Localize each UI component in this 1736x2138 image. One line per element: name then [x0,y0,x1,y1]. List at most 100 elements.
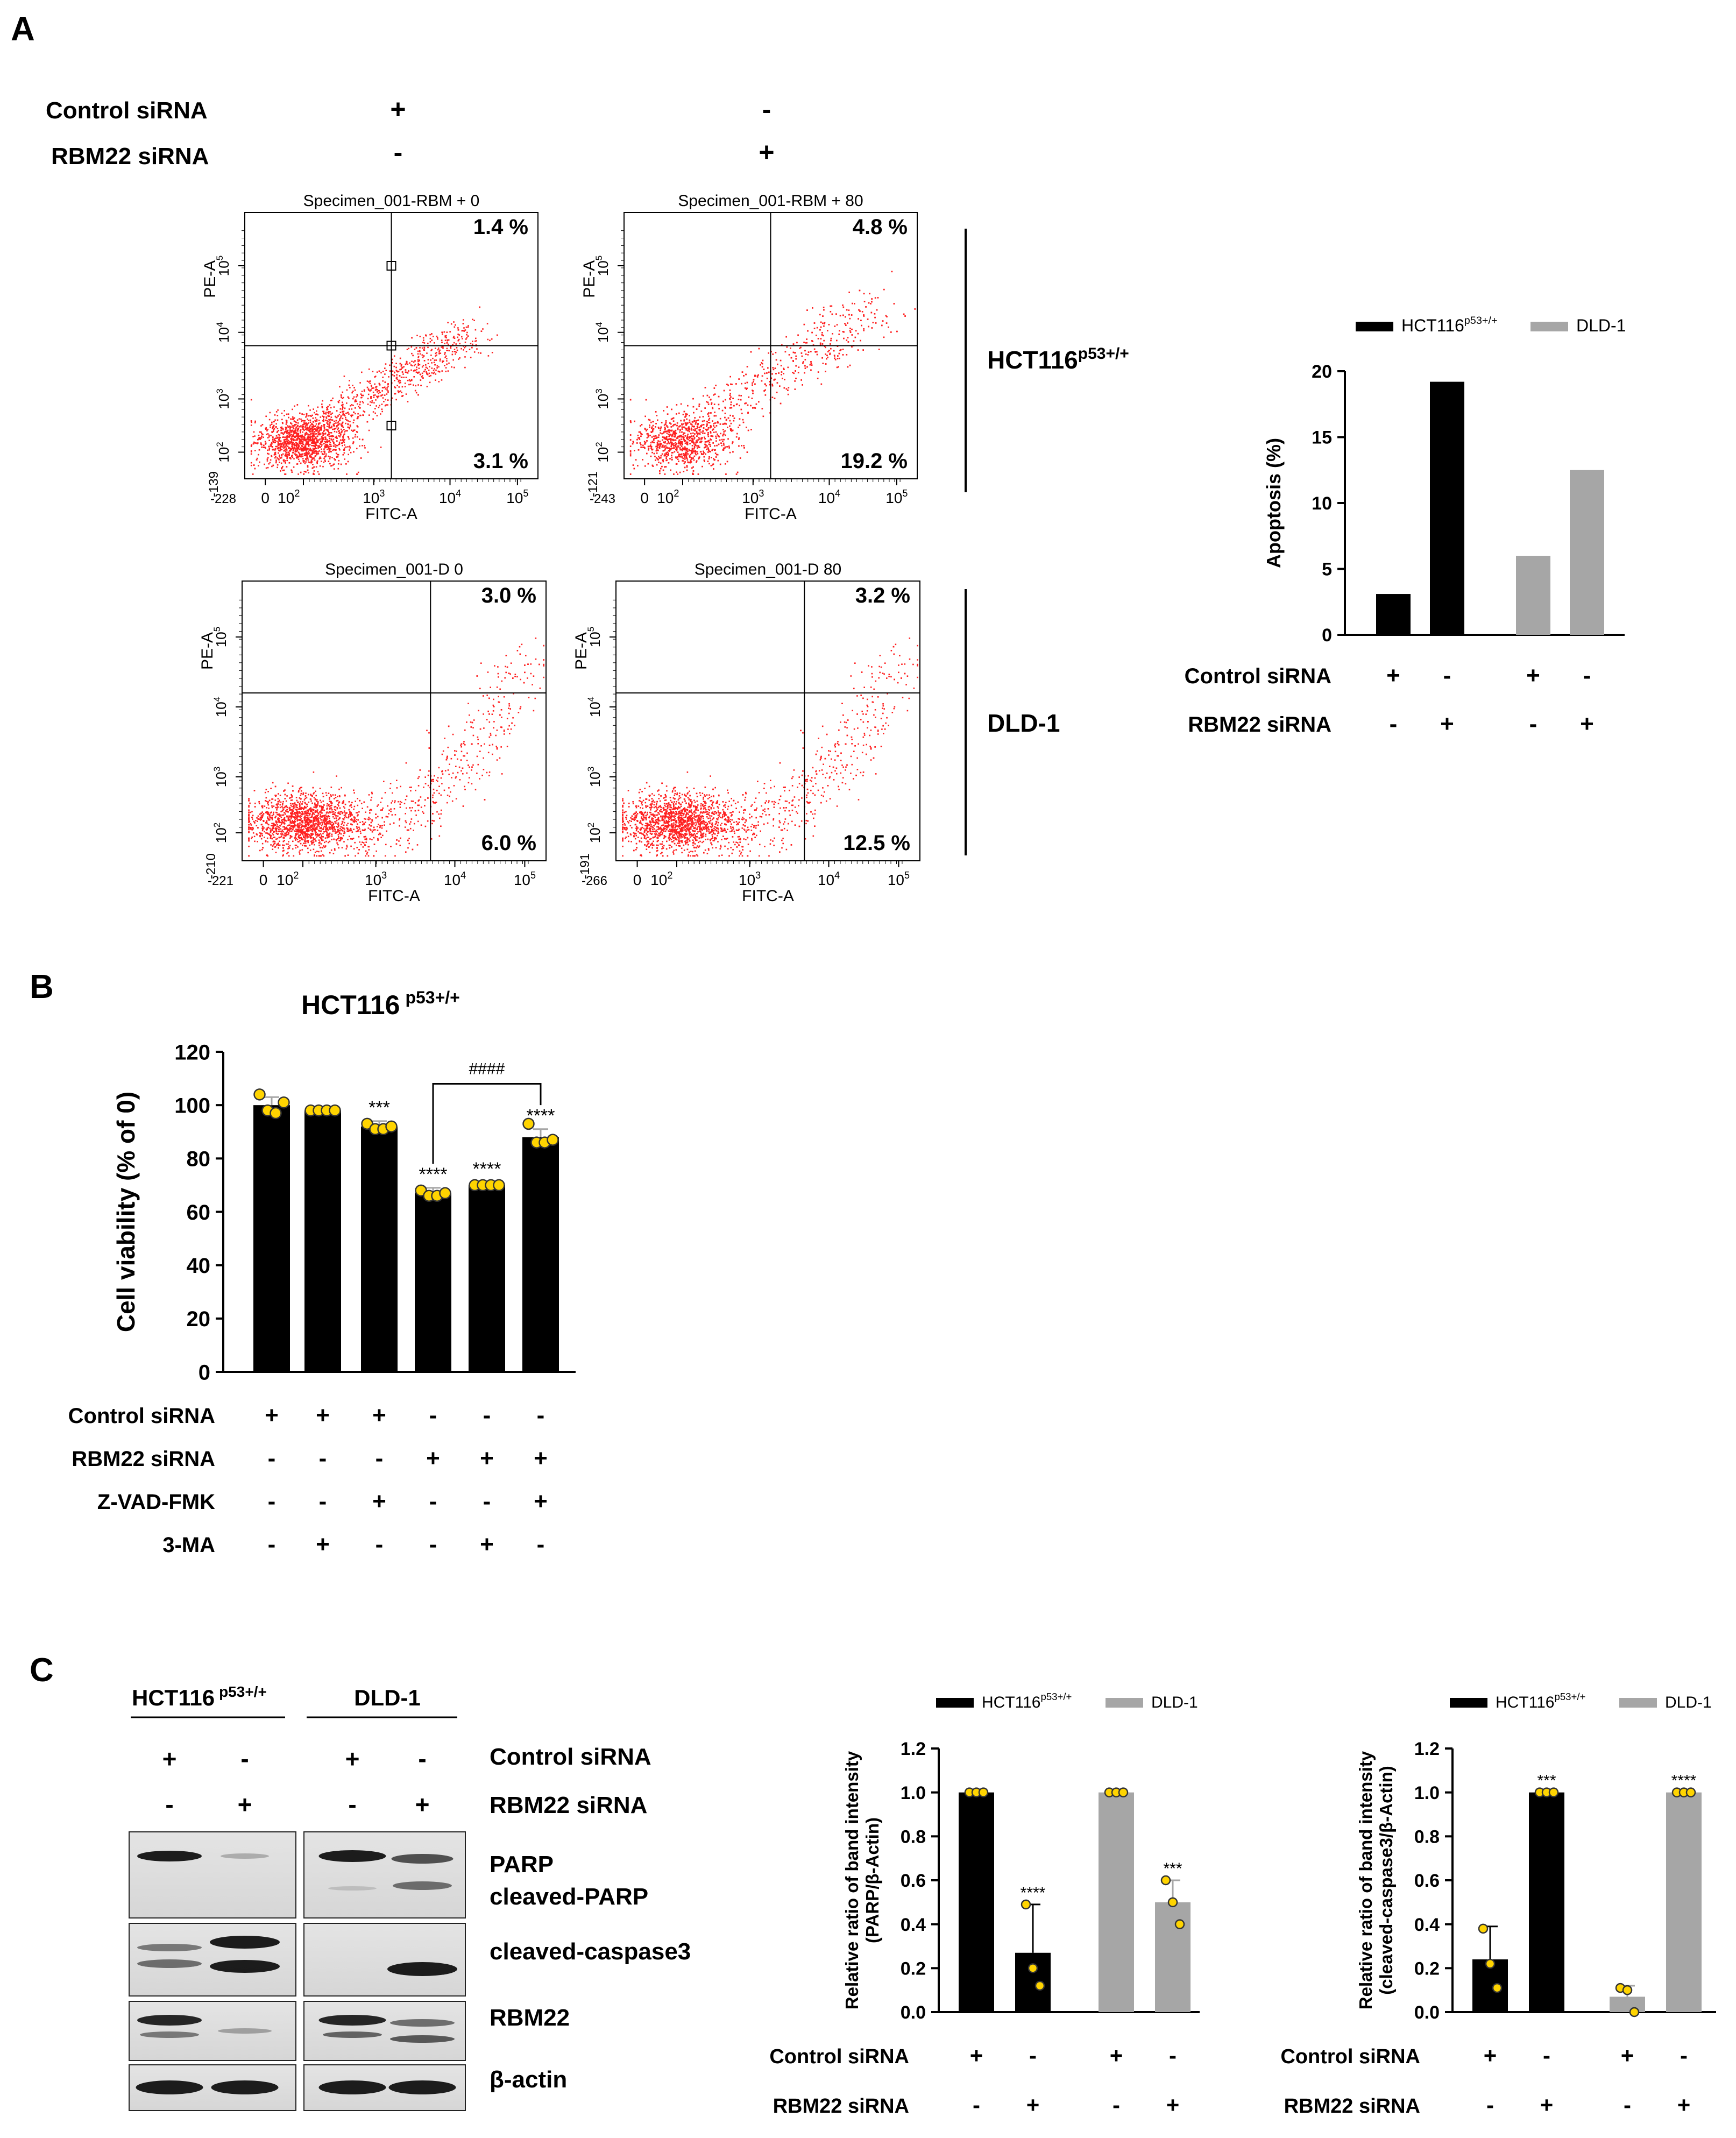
x-tick-label: 104 [818,870,840,888]
bar-2 [1015,1952,1051,2012]
flow-plot-frame [242,580,547,861]
significance-label: **** [1021,1884,1046,1902]
y-tick-label: 103 [215,388,232,409]
data-point [253,1088,266,1101]
data-point [1174,1919,1185,1929]
upper-right-percent: 3.2 % [855,584,910,607]
treatment-sign: + [265,1402,279,1428]
y-tick-label: 0.6 [1414,1871,1440,1891]
flow-plot-title: Specimen_001-RBM + 0 [303,192,480,210]
x-tick-label: 104 [818,488,840,506]
blot-control-sign-4: - [418,1745,426,1773]
y-tick-label: 0.2 [901,1959,926,1979]
x-zero-label: 0 [261,490,270,506]
treatment-sign: + [1677,2092,1691,2118]
y-tick-label: 20 [1312,362,1332,382]
treatment-sign: + [1621,2043,1634,2068]
flow-plot-title: Specimen_001-D 80 [695,561,842,578]
x-tick-label: 103 [739,870,761,888]
blot-rbm22-sign-3: - [348,1790,356,1818]
y-tick-label: 104 [594,322,611,343]
bar-3 [361,1126,398,1372]
band-rbm22 [140,2031,199,2038]
treatment-row-label: RBM22 siRNA [72,1447,215,1471]
flow-cytometry-plots: Specimen_001-RBM + 0 1.4 % 3.1 % -228 0 102 10… [199,192,920,905]
treatment-sign: - [375,1445,384,1471]
band-cleaved-parp [328,1886,377,1891]
y-tick-label: 104 [586,697,603,717]
y-tick-label: 1.2 [1414,1739,1440,1759]
treatment-row-label: Control siRNA [769,2045,909,2068]
lower-right-percent: 12.5 % [843,831,910,855]
data-point [1685,1787,1696,1797]
y-axis-label: Relative ratio of band intensity [842,1751,862,2009]
gel-box-caspase [303,1923,466,1997]
treatment-sign: - [1624,2092,1631,2118]
data-point [547,1134,559,1146]
y-tick-label: 0.4 [1414,1915,1440,1935]
panel-letter-c: C [30,1652,54,1689]
hct116-label: HCT116p53+/+ [987,345,1129,374]
y-axis-label: (PARP/β-Actin) [862,1817,882,1943]
treatment-sign: - [1680,2043,1688,2068]
panel-a-header: Control siRNA RBM22 siRNA + - - + [46,94,775,169]
cell-line-brackets: HCT116p53+/+ DLD-1 [965,229,1129,855]
band-caspase [137,1959,202,1968]
data-point [1118,1787,1129,1797]
bar-2 [1430,381,1464,635]
x-tick-label: 104 [444,870,466,888]
caspase-bar-chart: 0.0 0.2 0.4 0.6 0.8 1.0 1.2 Relative ratio of b… [1280,1691,1716,2118]
panel-letter-b: B [30,968,54,1006]
y-tick-label: 103 [212,767,229,787]
blot-control-sign-1: + [162,1745,177,1773]
x-ticks [636,861,903,867]
treatment-sign: - [1529,711,1537,737]
treatment-sign: + [426,1445,440,1471]
band-actin [211,2080,279,2094]
band-parp [221,1853,269,1859]
col1-control-sign: + [390,94,406,124]
col2-rbm22-sign: + [759,137,774,167]
data-point [522,1117,535,1130]
treatment-sign: + [316,1402,330,1428]
data-point [978,1787,989,1797]
flow-plot-4: Specimen_001-D 80 3.2 % 12.5 % -266 0 102 103 1… [572,561,920,905]
blot-rbm22-label: RBM22 siRNA [490,1792,647,1818]
data-point [1622,1985,1633,1995]
data-point [270,1107,282,1120]
y-tick-label: 5 [1322,560,1332,580]
band-rbm22 [318,2015,386,2026]
treatment-sign: + [1580,711,1594,737]
y-min-label: -210 [204,853,218,879]
band-parp [318,1850,386,1862]
y-tick-label: 102 [594,442,611,462]
gel-box-rbm22 [303,2001,466,2061]
treatment-sign: + [534,1488,548,1514]
y-tick-label: 1.0 [901,1783,926,1803]
treatment-sign: - [375,1531,384,1558]
x-min-label: -243 [590,492,615,506]
data-point [1160,1875,1171,1886]
y-tick-label: 0.0 [1414,2002,1440,2023]
flow-plot-1: Specimen_001-RBM + 0 1.4 % 3.1 % -228 0 102 10… [201,192,538,523]
y-tick-label: 0 [1322,625,1332,646]
treatment-sign: + [970,2043,983,2068]
y-tick-label: 1.0 [1414,1783,1440,1803]
y-tick-label: 0.4 [901,1915,926,1935]
flow-dots [248,638,544,857]
x-tick-label: 102 [278,488,300,506]
data-point [1034,1980,1045,1991]
y-tick-label: 0.8 [1414,1827,1440,1847]
treatment-sign: + [1440,711,1454,737]
treatment-sign: - [1113,2092,1120,2118]
bar-4 [415,1193,451,1372]
legend-label: HCT116p53+/+ [982,1691,1072,1711]
band-actin [388,2080,456,2094]
x-ticks [265,479,521,485]
band-rbm22 [390,2035,455,2043]
band-caspase [387,1962,457,1976]
significance-label: *** [369,1098,390,1118]
y-tick-label: 80 [187,1148,211,1171]
x-tick-label: 105 [888,870,910,888]
